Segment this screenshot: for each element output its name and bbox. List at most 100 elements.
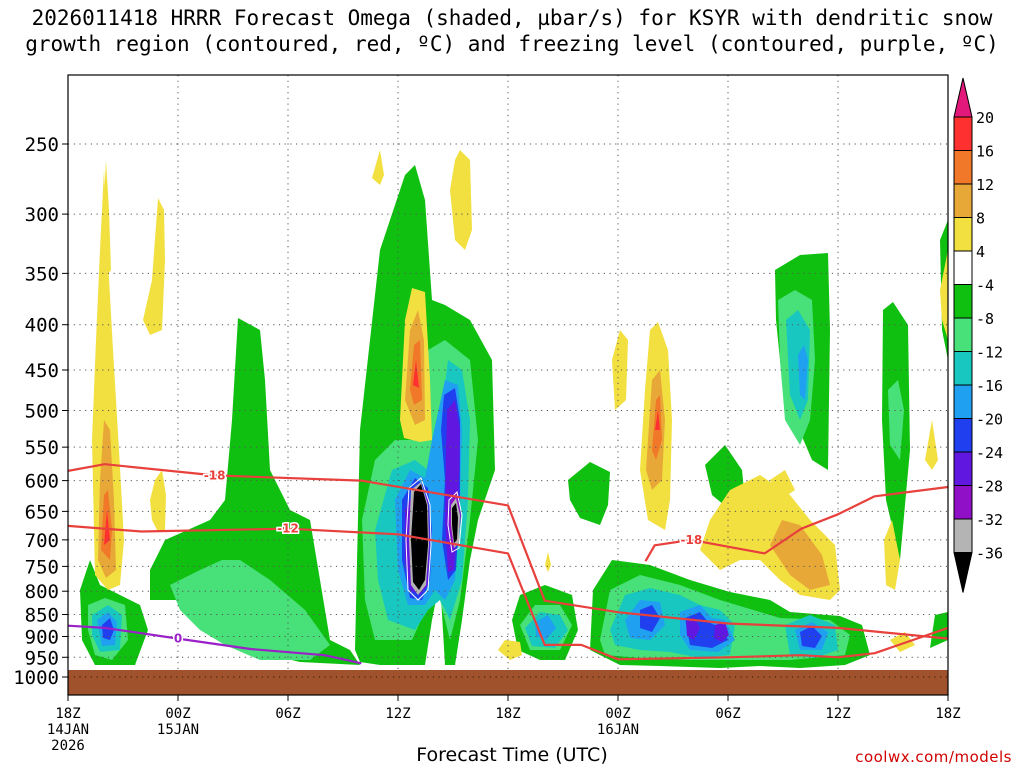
chart-title-line1: 2026011418 HRRR Forecast Omega (shaded, … [31,6,993,30]
sinking-motion-region [104,510,110,545]
x-tick-label: 00Z [605,706,630,722]
sinking-motion-region [770,470,795,500]
ground-fill [68,670,948,695]
y-tick-label: 400 [25,315,59,337]
sinking-motion-region [150,470,166,532]
colorbar-swatch [953,485,973,520]
colorbar-swatch [953,116,973,151]
sinking-motion-region [545,552,551,572]
dgz-contour-label: -12 [277,522,299,536]
dgz-contour [644,485,948,562]
x-tick-label: 18Z [495,706,520,722]
sinking-motion-region [450,150,472,250]
sinking-motion-region [940,250,948,340]
colorbar-swatch [953,250,973,285]
dgz-contour [68,524,948,661]
colorbar-swatch [953,451,973,486]
colorbar-label: -24 [976,444,1003,462]
colorbar-swatch [953,77,973,118]
y-tick-label: 1000 [13,667,59,689]
x-tick-label: 06Z [275,706,300,722]
colorbar-swatch [953,418,973,453]
sinking-motion-region [770,520,830,590]
colorbar-label: -32 [976,511,1003,529]
y-tick-label: 350 [25,263,59,285]
sinking-motion-region [100,160,111,280]
sinking-motion-region [612,330,628,410]
colorbar-label: -28 [976,478,1003,496]
x-tick-label: 16JAN [597,722,639,738]
x-tick-label: 15JAN [157,722,199,738]
upward-motion-region [798,345,808,400]
colorbar-label: -8 [976,310,994,328]
colorbar-swatch [953,183,973,218]
y-axis: 2503003504004505005506006507007508008509… [13,134,68,689]
y-tick-label: 850 [25,605,59,627]
y-tick-label: 300 [25,204,59,226]
colorbar-swatch [953,384,973,419]
upward-motion-region [800,626,822,648]
colorbar-label: 20 [976,109,994,127]
y-tick-label: 750 [25,556,59,578]
colorbar-label: 12 [976,176,994,194]
y-tick-label: 650 [25,501,59,523]
colorbar-label: -12 [976,344,1003,362]
credit-link[interactable]: coolwx.com/models [855,748,1012,766]
colorbar-label: -20 [976,411,1003,429]
upward-motion-region [686,617,700,640]
x-tick-label: 00Z [165,706,190,722]
upward-motion-region [640,605,660,632]
sinking-motion-region [925,420,938,470]
colorbar-label: -36 [976,545,1003,563]
dgz-contour-label: -18 [680,533,702,547]
colorbar-label: 16 [976,143,994,161]
sinking-motion-region [413,360,419,388]
freezing-level-contour [68,624,362,665]
colorbar-label: 4 [976,243,985,261]
y-tick-label: 250 [25,134,59,156]
sinking-motion-region [498,640,522,660]
colorbar-swatch [953,217,973,252]
chart-title-line2: growth region (contoured, red, ºC) and f… [25,32,999,56]
colorbar-label: -16 [976,377,1003,395]
colorbar-swatch [953,284,973,319]
sinking-motion-region [655,410,660,430]
colorbar-swatch [953,351,973,386]
dgz-contour-label: -18 [204,468,226,482]
y-tick-label: 500 [25,401,59,423]
core-outline [447,490,463,553]
x-tick-label: 18Z [55,706,80,722]
ground-layer [68,670,948,695]
x-tick-label: 18Z [935,706,960,722]
freezing-level-contour-label: 0 [174,632,182,646]
core-outline [405,477,432,601]
upward-motion-region [170,560,330,660]
colorbar: 20 16 12 8 4 -4 -8 -12 -16 -20 -24 -28 -32 -36 [953,77,1003,593]
upward-motion-region [452,503,458,543]
y-tick-label: 450 [25,360,59,382]
y-tick-label: 800 [25,581,59,603]
dgz-contour [68,463,948,640]
x-tick-label: 14JAN [47,722,89,738]
colorbar-swatch [953,317,973,352]
sinking-motion-region [890,632,915,652]
colorbar-label: -4 [976,277,994,295]
colorbar-swatch [953,518,973,553]
y-tick-label: 900 [25,626,59,648]
y-tick-label: 600 [25,471,59,493]
colorbar-label: 8 [976,210,985,228]
y-tick-label: 550 [25,437,59,459]
y-tick-label: 700 [25,530,59,552]
temperature-contours: -18 -12 -18 0 [68,463,948,665]
colorbar-swatch [953,150,973,185]
sinking-motion-region [372,150,384,185]
y-tick-label: 950 [25,647,59,669]
upward-motion-region [888,380,904,460]
upward-motion-region [568,462,610,525]
x-tick-label: 06Z [715,706,740,722]
x-tick-label: 2026 [51,738,85,754]
x-axis-title: Forecast Time (UTC) [416,744,608,766]
upward-motion-region [714,622,729,642]
